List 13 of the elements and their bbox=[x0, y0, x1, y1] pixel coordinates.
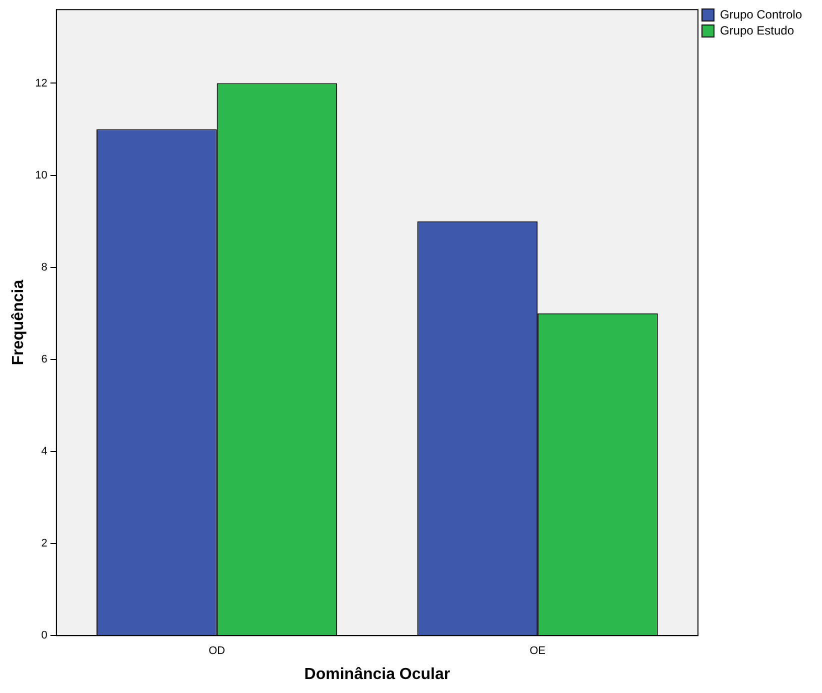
x-tick-label: OD bbox=[208, 645, 226, 658]
y-tick-label: 6 bbox=[41, 353, 48, 366]
y-tick-label: 0 bbox=[41, 630, 48, 642]
x-tick-label: OE bbox=[530, 645, 546, 658]
y-tick-label: 2 bbox=[41, 538, 48, 550]
legend-label: Grupo Controlo bbox=[720, 7, 802, 22]
legend-label: Grupo Estudo bbox=[720, 23, 794, 38]
y-tick-label: 4 bbox=[41, 446, 48, 458]
y-tick-label: 10 bbox=[35, 169, 48, 182]
y-tick-label: 12 bbox=[35, 77, 48, 90]
x-axis-title: Dominância Ocular bbox=[304, 666, 450, 683]
y-axis-title: Frequência bbox=[10, 280, 28, 366]
y-tick-label: 8 bbox=[41, 261, 48, 274]
